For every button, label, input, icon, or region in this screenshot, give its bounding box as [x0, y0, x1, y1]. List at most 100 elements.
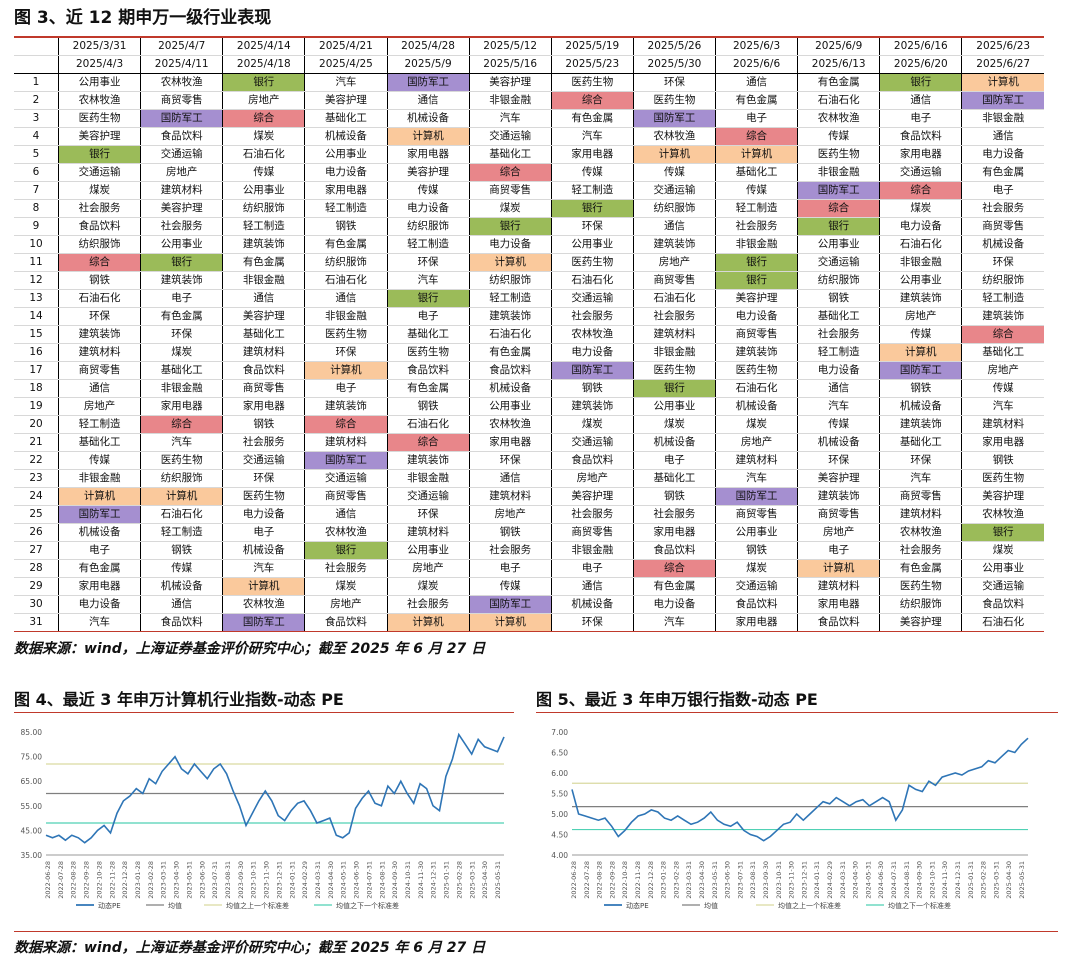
industry-cell: 钢铁: [222, 415, 305, 434]
industry-cell: 石油石化: [550, 271, 634, 290]
industry-cell: 煤炭: [57, 181, 141, 200]
industry-cell: 纺织服饰: [879, 595, 962, 614]
legend-label: 均值之下一个标准差: [888, 901, 951, 910]
industry-cell: 传媒: [468, 577, 552, 596]
industry-cell: 汽车: [961, 397, 1044, 416]
rank-index: 18: [14, 379, 59, 398]
y-tick-label: 5.50: [551, 790, 568, 799]
industry-cell: 环保: [386, 505, 470, 524]
industry-cell: 综合: [961, 325, 1044, 344]
industry-cell: 医药生物: [879, 577, 962, 596]
industry-cell: 环保: [632, 73, 716, 92]
industry-cell: 环保: [222, 469, 305, 488]
industry-cell: 纺织服饰: [222, 199, 305, 218]
industry-cell: 计算机: [879, 343, 962, 362]
x-tick-label: 2024-03-31: [314, 861, 322, 899]
table-row: 3 医药生物 国防军工 综合 基础化工 机械设备 汽车 有色金属 国防军工 电子 农林牧渔 电子 非银金…: [14, 109, 1044, 128]
industry-cell: 医药生物: [797, 145, 880, 164]
industry-cell: 计算机: [632, 145, 716, 164]
industry-cell: 国防军工: [879, 361, 962, 380]
industry-cell: 煤炭: [386, 577, 470, 596]
date-cell: 2025/4/14: [222, 38, 305, 56]
industry-cell: 农林牧渔: [879, 523, 962, 542]
industry-cell: 通信: [961, 127, 1044, 146]
industry-cell: 汽车: [222, 559, 305, 578]
industry-cell: 有色金属: [632, 577, 716, 596]
industry-cell: 轻工制造: [961, 289, 1044, 308]
industry-cell: 计算机: [386, 613, 470, 632]
industry-cell: 计算机: [468, 613, 552, 632]
industry-cell: 社会服务: [879, 541, 962, 560]
industry-cell: 医药生物: [632, 91, 716, 110]
industry-cell: 食品饮料: [961, 595, 1044, 614]
industry-cell: 国防军工: [222, 613, 305, 632]
industry-cell: 汽车: [57, 613, 141, 632]
industry-cell: 建筑装饰: [140, 271, 223, 290]
rank-index: 5: [14, 145, 59, 164]
industry-cell: 银行: [714, 253, 798, 272]
date-cell: 2025/6/13: [797, 55, 880, 74]
industry-cell: 电子: [304, 379, 387, 398]
x-tick-label: 2023-03-31: [685, 861, 693, 899]
industry-cell: 建筑材料: [632, 325, 716, 344]
industry-cell: 有色金属: [386, 379, 470, 398]
industry-cell: 非银金融: [386, 469, 470, 488]
industry-cell: 钢铁: [797, 289, 880, 308]
x-tick-label: 2023-07-31: [736, 861, 744, 899]
industry-cell: 公用事业: [304, 145, 387, 164]
industry-cell: 美容护理: [386, 163, 470, 182]
industry-cell: 社会服务: [57, 199, 141, 218]
industry-cell: 电力设备: [222, 505, 305, 524]
rank-index: 2: [14, 91, 59, 110]
industry-cell: 交通运输: [961, 577, 1044, 596]
fig4-rule: [14, 712, 514, 713]
table-header-row: 2025/3/31 2025/4/7 2025/4/14 2025/4/21 2025/…: [14, 38, 1044, 56]
industry-cell: 传媒: [222, 163, 305, 182]
industry-cell: 食品饮料: [797, 613, 880, 632]
y-tick-label: 5.00: [551, 810, 568, 819]
industry-cell: 建筑装饰: [304, 397, 387, 416]
industry-cell: 公用事业: [550, 235, 634, 254]
date-cell: 2025/5/16: [468, 55, 552, 74]
x-tick-label: 2023-10-31: [250, 861, 258, 899]
industry-cell: 有色金属: [304, 235, 387, 254]
industry-cell: 轻工制造: [222, 217, 305, 236]
industry-cell: 传媒: [57, 451, 141, 470]
x-tick-label: 2024-04-30: [852, 861, 860, 899]
industry-cell: 国防军工: [961, 91, 1044, 110]
industry-cell: 计算机: [57, 487, 141, 506]
industry-cell: 电子: [961, 181, 1044, 200]
industry-cell: 通信: [468, 469, 552, 488]
industry-cell: 社会服务: [550, 307, 634, 326]
industry-cell: 计算机: [468, 253, 552, 272]
industry-cell: 通信: [550, 577, 634, 596]
industry-cell: 医药生物: [714, 361, 798, 380]
table-row: 28 有色金属 传媒 汽车 社会服务 房地产 电子 电子 综合 煤炭 计算机 有色金属 公用事业: [14, 559, 1044, 578]
x-tick-label: 2025-05-31: [494, 861, 502, 899]
industry-cell: 煤炭: [879, 199, 962, 218]
industry-cell: 有色金属: [140, 307, 223, 326]
legend-label: 均值: [704, 901, 718, 910]
industry-cell: 石油石化: [714, 379, 798, 398]
industry-cell: 食品饮料: [57, 217, 141, 236]
industry-cell: 商贸零售: [140, 91, 223, 110]
industry-cell: 煤炭: [222, 127, 305, 146]
x-tick-label: 2022-09-28: [83, 861, 91, 899]
industry-cell: 非银金融: [222, 271, 305, 290]
industry-cell: 社会服务: [304, 559, 387, 578]
industry-cell: 电子: [140, 289, 223, 308]
industry-cell: 煤炭: [140, 343, 223, 362]
industry-cell: 机械设备: [797, 433, 880, 452]
industry-cell: 商贸零售: [550, 523, 634, 542]
industry-cell: 房地产: [714, 433, 798, 452]
industry-cell: 银行: [386, 289, 470, 308]
table-row: 13 石油石化 电子 通信 通信 银行 轻工制造 交通运输 石油石化 美容护理 钢铁 建筑装饰 轻工制造: [14, 289, 1044, 308]
industry-cell: 医药生物: [222, 487, 305, 506]
industry-cell: 电子: [468, 559, 552, 578]
industry-cell: 交通运输: [468, 127, 552, 146]
x-tick-label: 2025-05-31: [1018, 861, 1026, 899]
industry-cell: 建筑材料: [714, 451, 798, 470]
x-tick-label: 2024-06-30: [877, 861, 885, 899]
industry-cell: 公用事业: [632, 397, 716, 416]
industry-cell: 电子: [714, 109, 798, 128]
